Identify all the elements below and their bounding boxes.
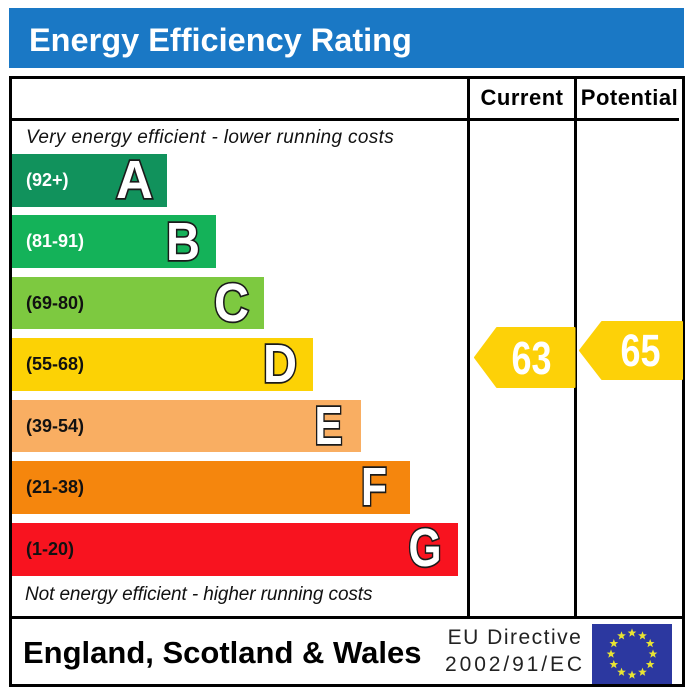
svg-text:E: E: [315, 396, 343, 456]
svg-text:C: C: [214, 273, 249, 333]
svg-text:G: G: [409, 518, 442, 578]
svg-text:D: D: [263, 334, 297, 394]
svg-text:F: F: [361, 457, 387, 517]
svg-text:65: 65: [621, 325, 661, 376]
svg-text:A: A: [116, 150, 153, 210]
svg-text:B: B: [166, 212, 200, 272]
svg-text:63: 63: [512, 332, 552, 384]
